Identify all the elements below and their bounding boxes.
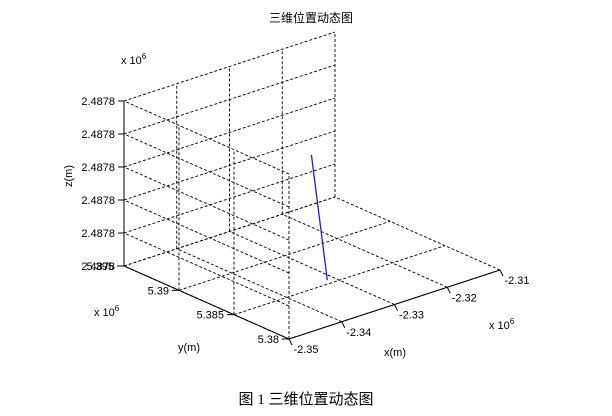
axes-layer xyxy=(117,100,504,346)
grid-line xyxy=(123,199,290,274)
grid-line xyxy=(123,163,336,234)
grid-layer xyxy=(123,31,501,340)
grid-line xyxy=(123,196,336,267)
grid-line xyxy=(123,100,290,175)
x-tick-label: -2.34 xyxy=(346,327,371,339)
grid-line xyxy=(123,166,290,241)
text-layer: -2.35 -2.34 -2.33 -2.32 -2.31 5.38 5.385 5.39 5.… xyxy=(63,52,530,359)
grid-line xyxy=(334,196,501,271)
grid-line xyxy=(178,220,391,291)
x-tick-mark xyxy=(446,287,451,294)
grid-line xyxy=(123,133,290,208)
y-tick-label: 5.38 xyxy=(258,334,279,346)
figure-caption: 图 1 三维位置动态图 xyxy=(238,391,373,408)
grid-line xyxy=(229,231,395,305)
z-tick-label: 2.4878 xyxy=(81,195,115,207)
y-axis-label: y(m) xyxy=(178,342,200,354)
grid-line xyxy=(123,64,336,135)
x-axis-label: x(m) xyxy=(384,347,406,359)
grid-line xyxy=(123,97,336,168)
grid-line xyxy=(282,213,448,288)
x-tick-label: -2.33 xyxy=(399,310,424,322)
grid-line xyxy=(123,31,336,102)
y-tick-label: 5.395 xyxy=(86,261,114,273)
y-exponent-label: x 106 xyxy=(94,304,120,319)
x-tick-mark xyxy=(341,321,346,328)
y-tick-label: 5.39 xyxy=(148,285,169,297)
y-axis-line xyxy=(123,265,290,340)
z-tick-label: 2.4878 xyxy=(81,129,115,141)
chart-title: 三维位置动态图 xyxy=(269,10,353,25)
data-layer xyxy=(310,154,328,281)
z-axis-label: z(m) xyxy=(63,165,75,187)
grid-line xyxy=(123,130,336,201)
x-tick-mark xyxy=(499,269,504,277)
z-tick-label: 2.4878 xyxy=(81,228,115,240)
x-tick-label: -2.31 xyxy=(504,275,529,287)
z-exponent-label: x 106 xyxy=(121,52,147,67)
x-exponent-label: x 106 xyxy=(489,317,515,332)
x-tick-label: -2.35 xyxy=(293,344,318,356)
z-tick-label: 2.4878 xyxy=(81,96,115,108)
grid-line xyxy=(123,232,290,307)
y-tick-label: 5.385 xyxy=(196,310,224,322)
x-tick-mark xyxy=(394,304,398,311)
grid-line xyxy=(176,248,342,323)
x-tick-label: -2.32 xyxy=(452,292,477,304)
x-tick-mark xyxy=(288,338,293,346)
grid-line xyxy=(233,245,446,316)
z-tick-label: 2.4878 xyxy=(81,261,115,273)
trajectory-line xyxy=(310,154,328,281)
z-tick-label: 2.4878 xyxy=(81,162,115,174)
